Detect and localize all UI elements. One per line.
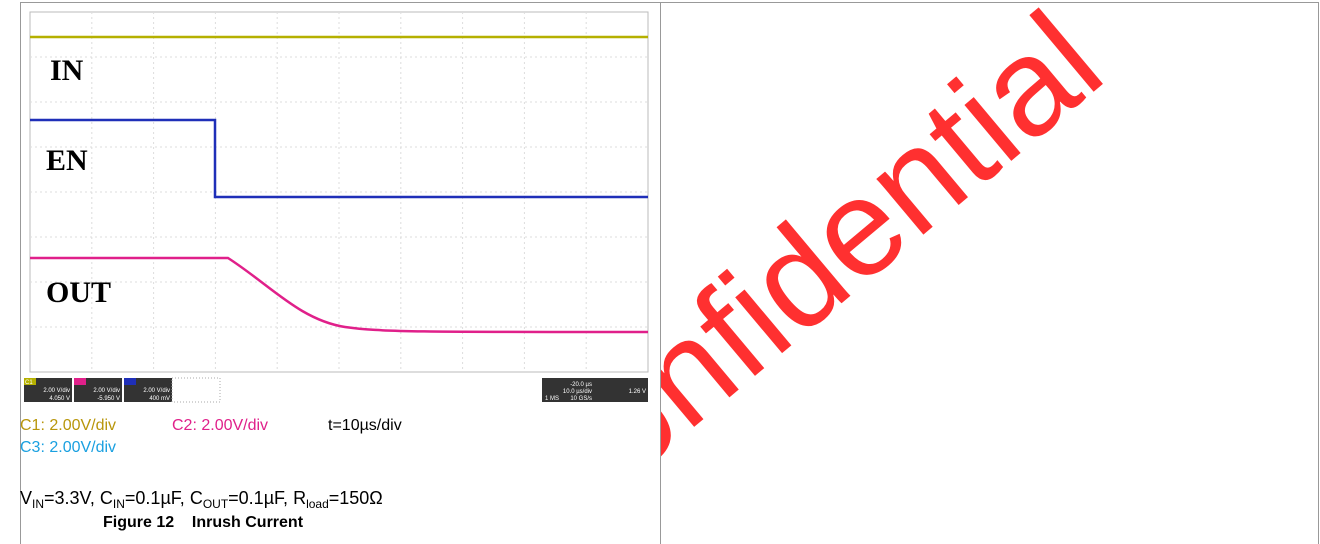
- readout: 2.00 V/div: [43, 388, 70, 394]
- readout: -5.950 V: [97, 396, 120, 402]
- condition-text: =0.1µF, C: [125, 488, 203, 508]
- caption-c1: C1: 2.00V/div: [20, 417, 116, 434]
- scope-screen: IN EN OUT: [30, 12, 648, 372]
- label-en: EN: [46, 144, 88, 177]
- readout: 400 mV: [149, 396, 170, 402]
- condition-text: =3.3V, C: [44, 488, 113, 508]
- figure-caption: Figure 12 Inrush Current: [103, 514, 304, 531]
- page: Confidential IN EN OUT C1 2.00 V/div 4.0…: [0, 0, 1320, 544]
- readout: C1: [25, 380, 33, 386]
- caption-time: t=10µs/div: [328, 417, 402, 434]
- condition-text: =150Ω: [329, 488, 383, 508]
- readout: -20.0 µs: [570, 382, 592, 388]
- subscript: load: [306, 497, 329, 511]
- label-out: OUT: [46, 276, 111, 309]
- condition-text: V: [20, 488, 32, 508]
- readout: 4.050 V: [49, 396, 70, 402]
- subscript: IN: [32, 497, 44, 511]
- document: Confidential IN EN OUT C1 2.00 V/div 4.0…: [0, 0, 1320, 544]
- conditions: VIN=3.3V, CIN=0.1µF, COUT=0.1µF, Rload=1…: [20, 488, 383, 511]
- subscript: OUT: [203, 497, 229, 511]
- label-in: IN: [50, 54, 84, 87]
- c2-tag: [74, 378, 86, 385]
- readout: 10.0 µs/div: [563, 389, 592, 395]
- c3-tag: [124, 378, 136, 385]
- readout: 2.00 V/div: [93, 388, 120, 394]
- subscript: IN: [113, 497, 125, 511]
- caption-c3: C3: 2.00V/div: [20, 439, 116, 456]
- caption-c2: C2: 2.00V/div: [172, 417, 268, 434]
- readout: 10 GS/s: [570, 396, 592, 402]
- readout: 1 MS: [545, 396, 559, 402]
- readout: 1.26 V: [629, 389, 646, 395]
- condition-text: =0.1µF, R: [228, 488, 306, 508]
- readout: 2.00 V/div: [143, 388, 170, 394]
